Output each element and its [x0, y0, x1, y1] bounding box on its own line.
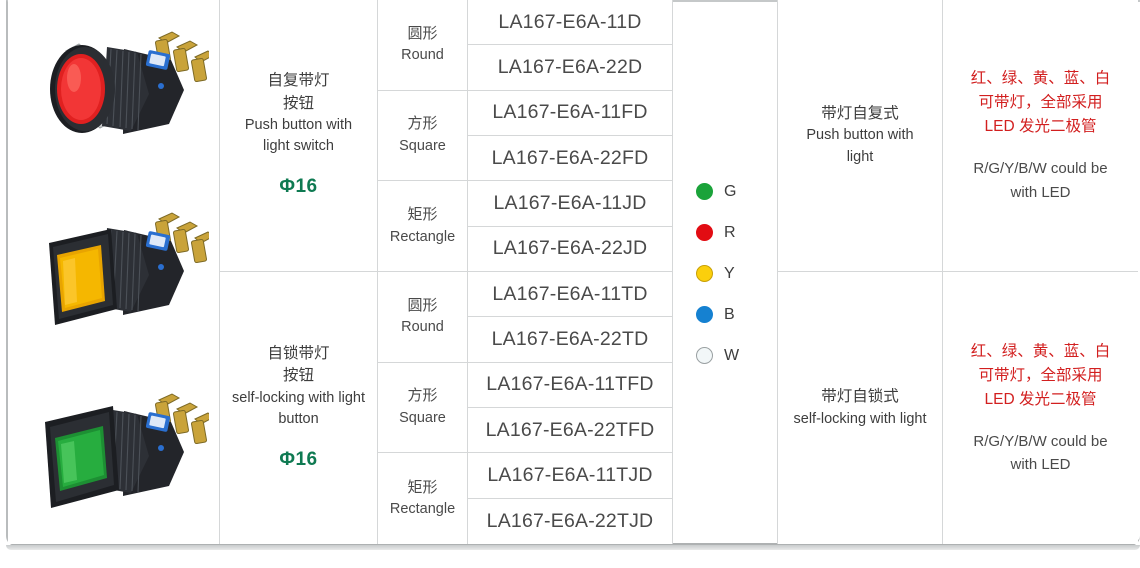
product-image-round-red: [8, 0, 220, 182]
notes-en-line2: with LED: [1010, 456, 1071, 473]
color-dot-yellow-icon: [696, 265, 713, 283]
legend-item-blue: B: [696, 306, 754, 324]
shape-cell-square-1: 方形 Square: [378, 90, 468, 182]
color-dot-red-icon: [696, 224, 713, 242]
shape-cn: 矩形: [407, 206, 438, 224]
model-cell: LA167-E6A-11TJD: [468, 453, 673, 499]
shape-cn: 圆形: [407, 24, 438, 42]
desc-cn-line1: 自复带灯: [267, 72, 330, 90]
shape-en: Round: [401, 319, 444, 336]
desc-diameter: Φ16: [279, 448, 318, 470]
shape-en: Rectangle: [389, 228, 456, 245]
product-image-square-green: [8, 362, 220, 544]
legend-item-red: R: [696, 224, 754, 242]
square-green-illuminated-pushbutton-icon: [44, 393, 209, 509]
type-cell-self-locking-with-light: 带灯自锁式 self-locking with light: [778, 271, 943, 544]
type-en-line1: self-locking with light: [793, 410, 927, 427]
rectangle-yellow-illuminated-pushbutton-icon: [48, 212, 209, 325]
notes-en-line1: R/G/Y/B/W could be: [973, 160, 1108, 178]
model-cell: LA167-E6A-22TFD: [468, 407, 673, 454]
model-cell: LA167-E6A-11TFD: [468, 362, 673, 408]
product-image-rectangle-yellow: [8, 181, 220, 363]
shape-en: Square: [399, 409, 446, 426]
notes-en-line2: with LED: [1010, 183, 1071, 201]
description-cell-self-locking: 自锁带灯 按钮 self-locking with light button Φ…: [220, 271, 378, 544]
shape-cell-rectangle-1: 矩形 Rectangle: [378, 181, 468, 272]
round-red-illuminated-pushbutton-icon: [49, 31, 209, 134]
legend-item-white: W: [696, 347, 754, 365]
desc-cn-line1: 自锁带灯: [267, 344, 330, 362]
shape-cn: 矩形: [407, 478, 438, 496]
desc-en-line2: button: [278, 410, 319, 427]
shape-cell-rectangle-2: 矩形 Rectangle: [378, 453, 468, 544]
type-cn: 带灯自锁式: [821, 388, 899, 406]
shape-cell-round-2: 圆形 Round: [378, 271, 468, 363]
product-spec-table: 自复带灯 按钮 Push button with light switch Φ1…: [8, 0, 1138, 544]
notes-cn-line3: LED 发光二极管: [984, 118, 1097, 136]
notes-cn-line1: 红、绿、黄、蓝、白: [970, 70, 1111, 88]
legend-label: R: [724, 223, 736, 241]
description-cell-push-button: 自复带灯 按钮 Push button with light switch Φ1…: [220, 0, 378, 272]
desc-en-line1: self-locking with light: [232, 389, 365, 406]
notes-cn-line3: LED 发光二极管: [984, 390, 1097, 408]
type-cell-push-button-with-light: 带灯自复式 Push button with light: [778, 0, 943, 272]
model-cell: LA167-E6A-11FD: [468, 90, 673, 136]
model-cell: LA167-E6A-22JD: [468, 226, 673, 272]
shape-cell-square-2: 方形 Square: [378, 362, 468, 454]
desc-cn-line2: 按钮: [282, 367, 314, 385]
color-dot-white-icon: [696, 347, 713, 365]
shape-cn: 方形: [407, 387, 438, 405]
notes-cn-line1: 红、绿、黄、蓝、白: [970, 342, 1111, 360]
legend-label: B: [724, 305, 735, 323]
type-en-line1: Push button with: [806, 127, 914, 144]
model-cell: LA167-E6A-22FD: [468, 135, 673, 182]
type-cn: 带灯自复式: [821, 105, 899, 123]
desc-cn-line2: 按钮: [282, 94, 314, 112]
legend-item-green: G: [696, 183, 754, 201]
notes-cell-led-colors-1: 红、绿、黄、蓝、白 可带灯，全部采用 LED 发光二极管 R/G/Y/B/W c…: [943, 0, 1138, 272]
shape-cell-round-1: 圆形 Round: [378, 0, 468, 91]
shape-cn: 圆形: [407, 296, 438, 314]
model-cell: LA167-E6A-11JD: [468, 181, 673, 227]
notes-cell-led-colors-2: 红、绿、黄、蓝、白 可带灯，全部采用 LED 发光二极管 R/G/Y/B/W c…: [943, 271, 1138, 544]
desc-en-line1: Push button with: [244, 117, 353, 134]
model-cell: LA167-E6A-11TD: [468, 271, 673, 318]
model-cell: LA167-E6A-22TD: [468, 317, 673, 363]
desc-en-line2: light switch: [263, 138, 334, 155]
model-cell: LA167-E6A-11D: [468, 0, 673, 46]
notes-cn-line2: 可带灯，全部采用: [978, 366, 1103, 384]
color-legend: G R Y B W: [673, 0, 778, 544]
notes-en-line1: R/G/Y/B/W could be: [973, 432, 1108, 450]
color-dot-blue-icon: [696, 306, 713, 324]
model-cell: LA167-E6A-22D: [468, 45, 673, 91]
shape-en: Round: [401, 47, 444, 64]
legend-label: Y: [724, 264, 735, 282]
shape-en: Rectangle: [389, 501, 456, 518]
type-en-line2: light: [846, 149, 874, 166]
legend-label: W: [724, 346, 740, 364]
color-dot-green-icon: [696, 183, 713, 201]
shape-cn: 方形: [407, 115, 438, 133]
notes-cn-line2: 可带灯，全部采用: [978, 94, 1103, 112]
legend-item-yellow: Y: [696, 265, 754, 283]
legend-label: G: [724, 182, 737, 200]
shape-en: Square: [399, 137, 446, 154]
model-cell: LA167-E6A-22TJD: [468, 498, 673, 544]
desc-diameter: Φ16: [279, 176, 318, 198]
